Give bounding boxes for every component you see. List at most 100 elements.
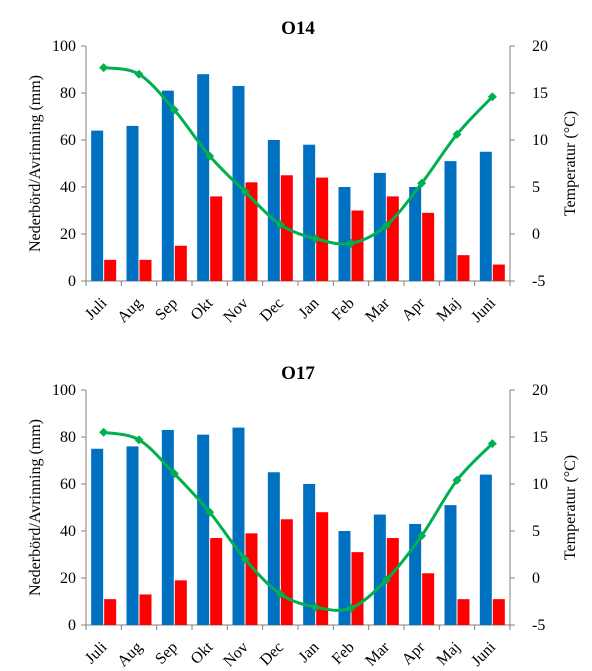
bar-precipitation xyxy=(338,531,351,625)
temperature-marker xyxy=(452,475,462,485)
x-tick-label: Juli xyxy=(82,638,111,667)
temperature-marker xyxy=(134,69,144,79)
x-tick-label: Feb xyxy=(329,639,358,668)
bar-runoff xyxy=(422,212,435,281)
y2-tick-label: 15 xyxy=(532,429,548,446)
y-tick-label: 20 xyxy=(60,570,76,587)
x-tick-label: Feb xyxy=(329,295,358,324)
bar-runoff xyxy=(422,573,435,625)
temperature-marker xyxy=(134,435,144,445)
bar-runoff xyxy=(386,538,399,625)
bar-precipitation xyxy=(232,427,245,625)
temperature-marker xyxy=(417,178,427,188)
bar-runoff xyxy=(280,519,293,625)
y-tick-label: 60 xyxy=(60,476,76,493)
chart-2: O17 0 20 40 60 80 100 -5 0 5 10 15 20 Nederbörd/Avrin… xyxy=(27,363,579,670)
y-tick-label: 80 xyxy=(60,429,76,446)
bar-precipitation xyxy=(267,472,280,625)
bar-runoff xyxy=(316,177,329,281)
y-tick-label: 60 xyxy=(60,132,76,149)
temperature-marker xyxy=(99,427,109,437)
y2-tick-label: 10 xyxy=(532,476,548,493)
x-tick-label: Aug xyxy=(114,295,146,327)
bar-runoff xyxy=(174,580,187,625)
bar-runoff xyxy=(210,196,223,281)
bar-precipitation xyxy=(479,151,492,281)
y-tick-label: 40 xyxy=(60,179,76,196)
temperature-marker xyxy=(240,554,250,564)
bar-precipitation xyxy=(126,125,139,282)
bar-precipitation xyxy=(303,484,316,625)
temperature-marker xyxy=(381,575,391,585)
x-tick-label: Mar xyxy=(362,294,393,325)
bar-precipitation xyxy=(373,514,386,625)
x-tick-label: Apr xyxy=(399,294,429,324)
bar-runoff xyxy=(492,264,505,281)
bar-runoff xyxy=(139,259,152,281)
temperature-marker xyxy=(205,507,215,517)
bar-precipitation xyxy=(479,474,492,625)
temperature-marker xyxy=(417,531,427,541)
bar-precipitation xyxy=(373,172,386,281)
bar-precipitation xyxy=(197,74,210,281)
x-tick-label: Dec xyxy=(257,639,287,669)
temperature-marker xyxy=(275,220,285,230)
temperature-marker xyxy=(169,105,179,115)
bar-precipitation xyxy=(161,429,174,625)
y2-tick-label: 20 xyxy=(532,382,548,399)
y-tick-label: 20 xyxy=(60,226,76,243)
bar-precipitation xyxy=(126,446,139,625)
x-tick-label: Jan xyxy=(295,639,322,666)
x-tick-label: Juni xyxy=(468,638,499,669)
y2-tick-label: 5 xyxy=(532,179,540,196)
temperature-marker xyxy=(487,439,497,449)
temperature-marker xyxy=(311,234,321,244)
x-tick-label: Apr xyxy=(399,638,429,668)
bar-precipitation xyxy=(409,187,422,281)
bar-precipitation xyxy=(444,161,457,281)
x-tick-label: Jan xyxy=(295,295,322,322)
bar-precipitation xyxy=(91,448,104,625)
x-tick-label: Okt xyxy=(188,294,217,323)
bar-runoff xyxy=(386,196,399,281)
x-tick-label: Dec xyxy=(257,295,287,325)
y-tick-label: 80 xyxy=(60,85,76,102)
bar-runoff xyxy=(351,210,364,281)
y2-tick-label: -5 xyxy=(532,273,545,290)
x-tick-label: Okt xyxy=(188,638,217,667)
y2-tick-label: 15 xyxy=(532,85,548,102)
y-axis-label: Nederbörd/Avrinning (mm) xyxy=(27,75,44,252)
bar-runoff xyxy=(457,599,470,625)
x-tick-label: Nov xyxy=(220,639,252,671)
temperature-marker xyxy=(381,221,391,231)
y2-tick-label: 0 xyxy=(532,226,540,243)
x-tick-label: Sep xyxy=(152,639,181,668)
y-tick-label: 100 xyxy=(52,38,76,55)
y2-tick-label: 0 xyxy=(532,570,540,587)
bar-runoff xyxy=(104,599,117,625)
y2-tick-label: -5 xyxy=(532,617,545,634)
temperature-line xyxy=(103,430,494,612)
bar-precipitation xyxy=(91,130,104,281)
bar-precipitation xyxy=(338,187,351,281)
chart-title: O14 xyxy=(281,18,315,39)
temperature-marker xyxy=(169,469,179,479)
temperature-marker xyxy=(487,92,497,102)
x-tick-label: Mar xyxy=(362,638,393,669)
temperature-marker xyxy=(275,589,285,599)
bar-precipitation xyxy=(197,434,210,625)
bar-runoff xyxy=(351,552,364,625)
bar-runoff xyxy=(139,594,152,625)
x-tick-label: Juli xyxy=(82,294,111,323)
bar-runoff xyxy=(245,182,258,281)
temperature-marker xyxy=(311,602,321,612)
temperature-line xyxy=(103,66,494,246)
bar-runoff xyxy=(492,599,505,625)
chart-1: O14 0 20 40 60 80 100 -5 0 5 10 15 20 Nederbörd/Avrin… xyxy=(27,18,579,326)
bar-precipitation xyxy=(444,505,457,625)
y-tick-label: 0 xyxy=(68,273,76,290)
x-tick-label: Juni xyxy=(468,294,499,325)
bar-precipitation xyxy=(267,140,280,281)
bar-runoff xyxy=(457,255,470,281)
